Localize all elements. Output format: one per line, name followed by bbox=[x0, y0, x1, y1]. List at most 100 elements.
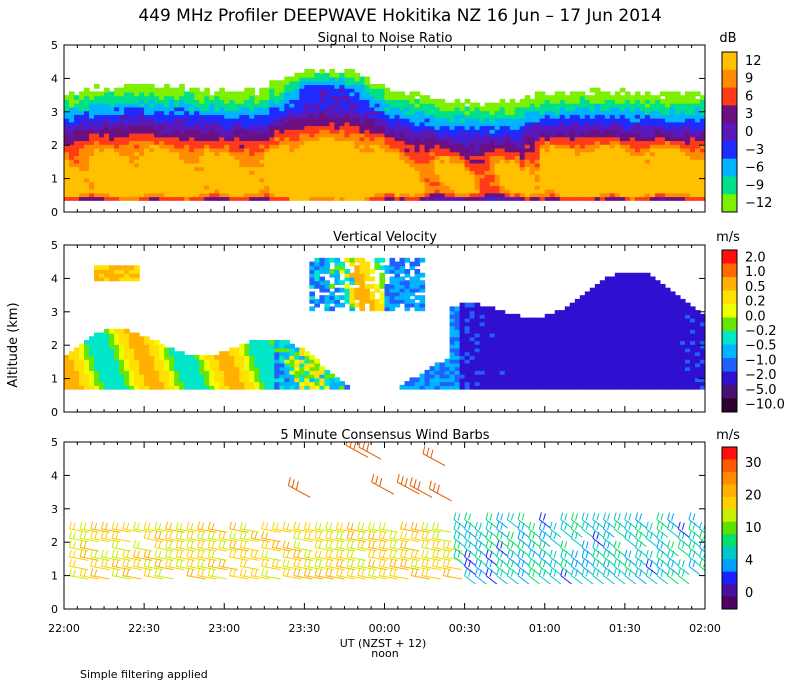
snr-cell bbox=[289, 136, 295, 142]
velocity-cell bbox=[464, 325, 471, 330]
snr-cell bbox=[319, 143, 326, 149]
snr-cell bbox=[684, 184, 691, 190]
snr-cell bbox=[364, 76, 371, 82]
velocity-cell bbox=[504, 321, 511, 327]
snr-cell bbox=[214, 95, 220, 100]
snr-cell bbox=[309, 87, 315, 93]
snr-cell bbox=[464, 166, 471, 171]
snr-cell bbox=[399, 128, 406, 134]
snr-cell bbox=[129, 192, 135, 198]
snr-cell bbox=[179, 173, 185, 179]
snr-cell bbox=[634, 121, 641, 127]
snr-cell bbox=[394, 181, 401, 186]
velocity-cell bbox=[349, 261, 356, 267]
snr-cell bbox=[339, 136, 346, 142]
snr-cell bbox=[219, 125, 225, 130]
snr-cell bbox=[169, 106, 175, 112]
snr-cell bbox=[339, 166, 346, 171]
snr-cell bbox=[264, 188, 270, 194]
velocity-cell bbox=[64, 354, 70, 360]
snr-cell bbox=[334, 91, 341, 97]
snr-cell bbox=[469, 128, 476, 134]
snr-cell bbox=[619, 140, 626, 145]
snr-cell bbox=[634, 188, 641, 194]
snr-cell bbox=[64, 121, 70, 127]
snr-cell bbox=[459, 151, 466, 157]
snr-cell bbox=[454, 128, 461, 134]
velocity-cell bbox=[229, 354, 235, 360]
snr-cell bbox=[684, 121, 691, 127]
snr-cell bbox=[414, 91, 421, 97]
snr-cell bbox=[429, 151, 436, 157]
snr-cell bbox=[619, 154, 626, 160]
velocity-cell bbox=[404, 306, 411, 312]
snr-cell bbox=[94, 140, 100, 145]
velocity-cell bbox=[239, 343, 245, 349]
velocity-cell bbox=[124, 373, 130, 379]
snr-cell bbox=[219, 102, 225, 108]
snr-cell bbox=[459, 128, 466, 134]
snr-cell bbox=[529, 147, 536, 153]
snr-cell bbox=[364, 169, 371, 175]
velocity-cell bbox=[314, 381, 320, 386]
snr-cell bbox=[109, 181, 115, 186]
snr-cell bbox=[419, 196, 426, 201]
velocity-cell bbox=[94, 336, 100, 342]
snr-cell bbox=[114, 113, 120, 119]
snr-cell bbox=[144, 128, 150, 134]
snr-cell bbox=[674, 162, 681, 168]
snr-cell bbox=[299, 151, 305, 157]
snr-cell bbox=[624, 117, 631, 123]
snr-cell bbox=[559, 125, 566, 130]
snr-cell bbox=[159, 132, 165, 138]
snr-cell bbox=[319, 184, 326, 190]
snr-cell bbox=[444, 117, 451, 123]
snr-cell bbox=[549, 98, 556, 104]
snr-cell bbox=[694, 117, 701, 123]
snr-cell bbox=[574, 125, 581, 130]
snr-cell bbox=[319, 121, 326, 127]
snr-cell bbox=[189, 91, 195, 97]
velocity-cell bbox=[159, 373, 165, 379]
snr-cell bbox=[424, 151, 431, 157]
snr-cell bbox=[569, 147, 576, 153]
snr-cell bbox=[549, 196, 556, 201]
snr-cell bbox=[134, 113, 140, 119]
snr-cell bbox=[209, 102, 215, 108]
snr-cell bbox=[389, 196, 396, 201]
snr-cell bbox=[344, 121, 351, 127]
velocity-cell bbox=[414, 269, 421, 274]
velocity-cell bbox=[494, 340, 501, 345]
snr-cell bbox=[374, 83, 381, 89]
snr-cell bbox=[129, 158, 135, 164]
velocity-cell bbox=[244, 373, 250, 379]
snr-cell bbox=[179, 95, 185, 100]
snr-cell bbox=[584, 173, 591, 179]
snr-cell bbox=[254, 128, 260, 134]
snr-cell bbox=[619, 151, 626, 157]
snr-cell bbox=[239, 128, 245, 134]
snr-cell bbox=[329, 154, 336, 160]
snr-cell bbox=[219, 98, 225, 104]
snr-cell bbox=[474, 154, 481, 160]
velocity-cell bbox=[459, 381, 466, 386]
snr-cell bbox=[439, 192, 446, 198]
snr-cell bbox=[649, 158, 656, 164]
velocity-cell bbox=[379, 306, 386, 312]
snr-cell bbox=[679, 196, 686, 201]
snr-cell bbox=[384, 192, 391, 198]
snr-cell bbox=[114, 132, 120, 138]
snr-cell bbox=[254, 110, 260, 115]
snr-cell bbox=[184, 121, 190, 127]
snr-cell bbox=[524, 143, 531, 149]
snr-cell bbox=[424, 125, 431, 130]
snr-cell bbox=[289, 128, 295, 134]
snr-cell bbox=[659, 181, 666, 186]
snr-cell bbox=[164, 169, 170, 175]
snr-cell bbox=[484, 169, 491, 175]
snr-cell bbox=[174, 177, 180, 183]
velocity-cell bbox=[259, 340, 265, 345]
snr-cell bbox=[384, 132, 391, 138]
velocity-cell bbox=[104, 340, 110, 345]
snr-cell bbox=[524, 106, 531, 112]
